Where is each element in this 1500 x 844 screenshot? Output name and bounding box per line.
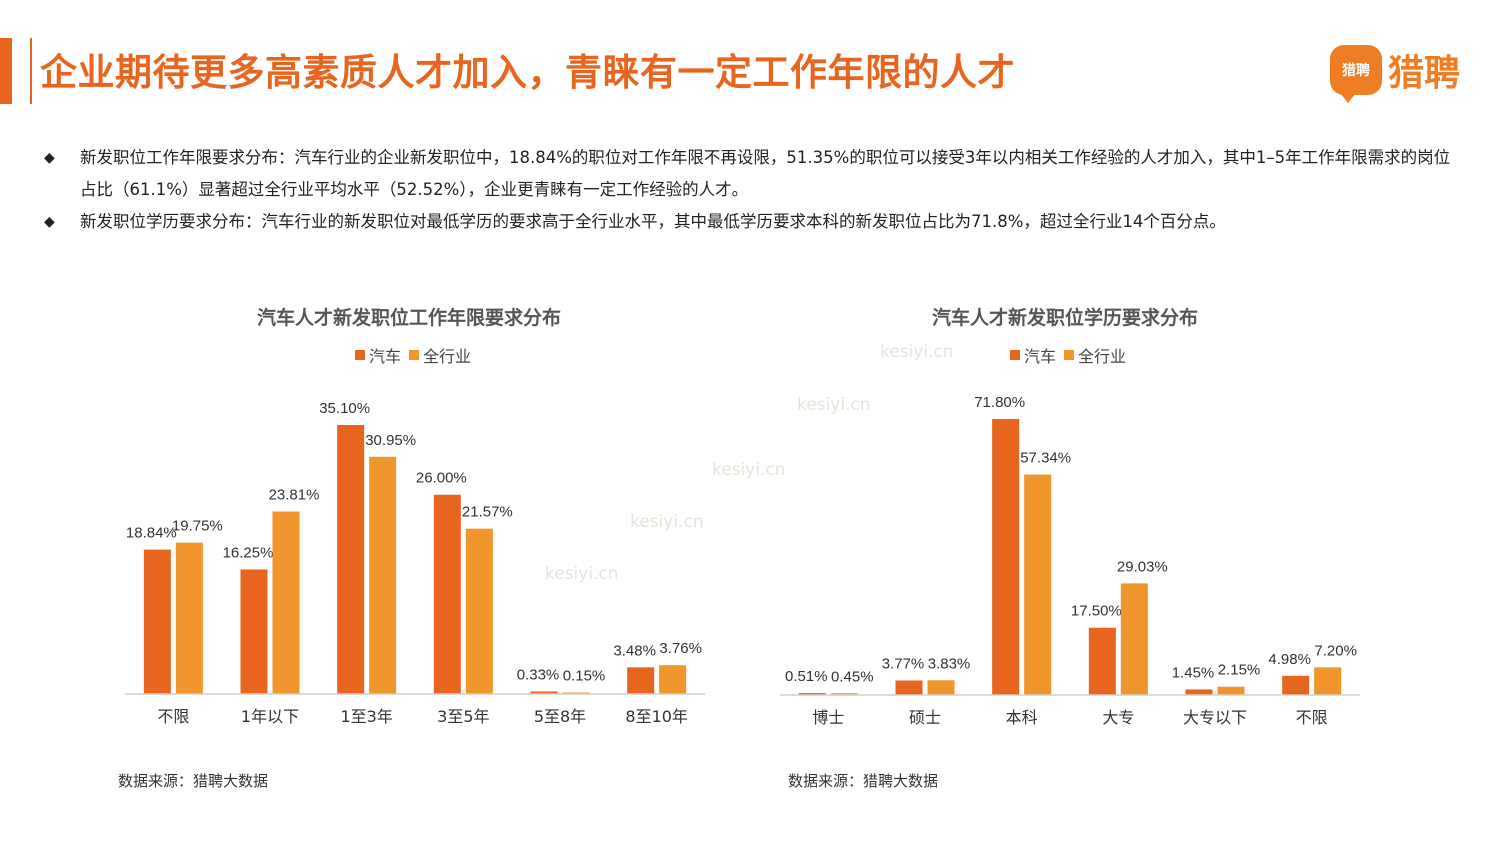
data-label: 35.10% bbox=[319, 400, 370, 417]
bar-all bbox=[1217, 686, 1245, 695]
data-label: 3.77% bbox=[882, 656, 925, 673]
legend-item-auto: 汽车 bbox=[1010, 343, 1056, 367]
bar-all bbox=[1120, 583, 1148, 695]
data-label: 0.33% bbox=[517, 666, 560, 683]
legend-item-auto: 汽车 bbox=[355, 343, 401, 367]
bar-all bbox=[659, 665, 687, 694]
x-tick-label: 不限 bbox=[1296, 708, 1328, 727]
x-tick-label: 大专以下 bbox=[1183, 708, 1247, 727]
bar-auto bbox=[433, 494, 461, 694]
data-label: 0.15% bbox=[563, 668, 606, 685]
data-label: 3.83% bbox=[928, 655, 971, 672]
bar-auto bbox=[1185, 689, 1213, 695]
bar-all bbox=[927, 680, 955, 695]
bar-auto bbox=[895, 680, 923, 695]
legend-item-all: 全行业 bbox=[409, 343, 471, 367]
bar-auto bbox=[992, 419, 1020, 695]
x-tick-label: 5至8年 bbox=[534, 707, 586, 726]
bar-all bbox=[830, 693, 858, 695]
bar-auto bbox=[337, 425, 365, 694]
page-title: 企业期待更多高素质人才加入，青睐有一定工作年限的人才 bbox=[40, 51, 1015, 94]
bullet-text: 新发职位工作年限要求分布：汽车行业的企业新发职位中，18.84%的职位对工作年限… bbox=[80, 148, 1451, 199]
data-label: 2.15% bbox=[1218, 662, 1261, 679]
bullet-text: 新发职位学历要求分布：汽车行业的新发职位对最低学历的要求高于全行业水平，其中最低… bbox=[80, 212, 1226, 231]
watermark: kesiyi.cn bbox=[880, 342, 954, 362]
title-accent-bar bbox=[0, 38, 12, 104]
bar-all bbox=[369, 456, 397, 694]
data-label: 30.95% bbox=[365, 432, 416, 449]
bar-all bbox=[175, 542, 203, 694]
diamond-bullet-icon: ◆ bbox=[44, 214, 55, 230]
x-tick-label: 本科 bbox=[1006, 708, 1038, 727]
chart2-source: 数据来源：猎聘大数据 bbox=[788, 772, 939, 790]
x-tick-label: 大专 bbox=[1102, 708, 1134, 727]
bar-auto bbox=[1282, 675, 1310, 695]
data-label: 3.76% bbox=[659, 640, 702, 657]
title-accent-line bbox=[30, 38, 32, 104]
bar-auto bbox=[530, 691, 558, 694]
logo-badge: 猎聘 bbox=[1330, 45, 1382, 103]
legend-swatch-all bbox=[409, 350, 420, 360]
legend-swatch-auto bbox=[1010, 350, 1020, 360]
x-tick-label: 不限 bbox=[157, 707, 189, 726]
bullet-item: ◆ 新发职位工作年限要求分布：汽车行业的企业新发职位中，18.84%的职位对工作… bbox=[44, 142, 1464, 206]
chart1-title: 汽车人才新发职位工作年限要求分布 bbox=[257, 307, 562, 329]
data-label: 4.98% bbox=[1268, 651, 1311, 668]
data-label: 26.00% bbox=[416, 470, 467, 487]
bullet-item: ◆ 新发职位学历要求分布：汽车行业的新发职位对最低学历的要求高于全行业水平，其中… bbox=[44, 206, 1464, 238]
bar-auto bbox=[798, 693, 826, 695]
data-label: 17.50% bbox=[1071, 603, 1122, 620]
watermark: kesiyi.cn bbox=[797, 395, 871, 415]
data-label: 21.57% bbox=[462, 504, 513, 521]
data-label: 57.34% bbox=[1020, 450, 1071, 467]
x-tick-label: 8至10年 bbox=[625, 707, 688, 726]
x-tick-label: 硕士 bbox=[909, 708, 941, 727]
chart1-source: 数据来源：猎聘大数据 bbox=[118, 772, 269, 790]
logo-text: 猎聘 bbox=[1388, 53, 1461, 94]
data-label: 0.51% bbox=[785, 668, 828, 685]
x-tick-label: 博士 bbox=[812, 708, 844, 727]
data-label: 19.75% bbox=[172, 518, 223, 535]
chart1-legend: 汽车 全行业 bbox=[355, 343, 479, 367]
legend-swatch-auto bbox=[355, 350, 365, 360]
legend-label-auto: 汽车 bbox=[369, 347, 402, 366]
data-label: 23.81% bbox=[269, 487, 320, 504]
data-label: 7.20% bbox=[1314, 642, 1357, 659]
bar-all bbox=[1314, 667, 1342, 695]
summary-bullets: ◆ 新发职位工作年限要求分布：汽车行业的企业新发职位中，18.84%的职位对工作… bbox=[44, 142, 1464, 238]
watermark: kesiyi.cn bbox=[545, 564, 619, 584]
data-label: 0.45% bbox=[831, 668, 874, 685]
bar-auto bbox=[240, 569, 268, 694]
bar-auto bbox=[627, 667, 655, 694]
data-label: 3.48% bbox=[613, 642, 656, 659]
bar-all bbox=[1024, 474, 1052, 695]
bar-auto bbox=[143, 549, 171, 694]
data-label: 16.25% bbox=[223, 544, 274, 561]
legend-label-all: 全行业 bbox=[423, 347, 472, 366]
data-label: 29.03% bbox=[1117, 558, 1168, 575]
chart2-title: 汽车人才新发职位学历要求分布 bbox=[932, 307, 1199, 329]
x-tick-label: 1年以下 bbox=[241, 707, 299, 726]
legend-item-all: 全行业 bbox=[1064, 343, 1126, 367]
bar-auto bbox=[1088, 627, 1116, 695]
liepin-logo: 猎聘 猎聘 bbox=[1330, 44, 1461, 103]
legend-swatch-all bbox=[1064, 350, 1075, 360]
legend-label-all: 全行业 bbox=[1078, 347, 1127, 366]
diamond-bullet-icon: ◆ bbox=[44, 150, 55, 166]
data-label: 18.84% bbox=[126, 525, 177, 542]
data-label: 1.45% bbox=[1172, 664, 1215, 681]
watermark: kesiyi.cn bbox=[712, 460, 786, 480]
bar-all bbox=[272, 511, 300, 694]
x-tick-label: 3至5年 bbox=[437, 707, 489, 726]
x-tick-label: 1至3年 bbox=[340, 707, 392, 726]
legend-label-auto: 汽车 bbox=[1024, 347, 1057, 366]
watermark: kesiyi.cn bbox=[630, 512, 704, 532]
chart2-legend: 汽车 全行业 bbox=[1010, 343, 1134, 367]
bar-all bbox=[465, 528, 493, 694]
data-label: 71.80% bbox=[974, 394, 1025, 411]
